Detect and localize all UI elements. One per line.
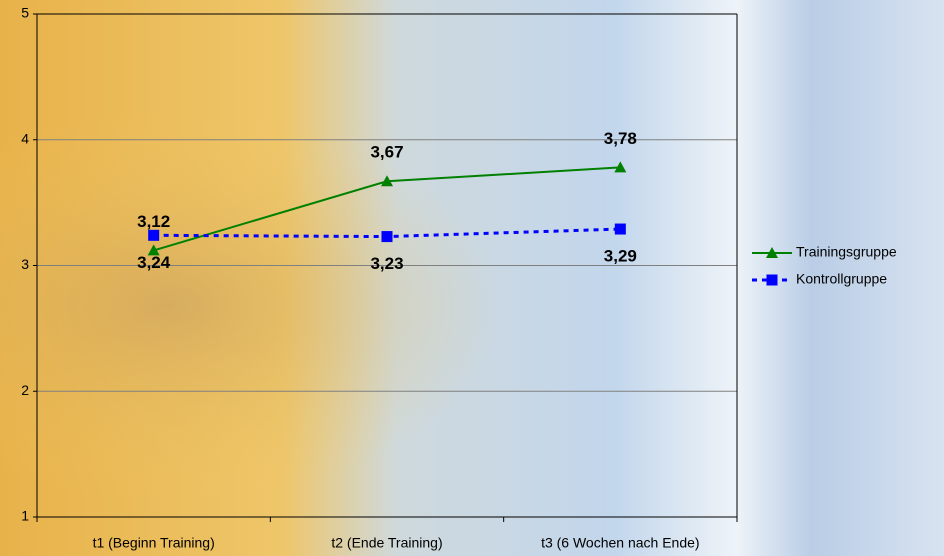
x-tick-label: t3 (6 Wochen nach Ende): [541, 535, 700, 551]
y-tick-label: 2: [21, 382, 29, 398]
legend-marker: [766, 274, 778, 286]
x-tick-label: t1 (Beginn Training): [93, 535, 215, 551]
value-label: 3,24: [137, 253, 171, 272]
y-tick-label: 5: [21, 5, 29, 21]
y-tick-label: 4: [21, 130, 29, 146]
legend-label: Kontrollgruppe: [796, 271, 887, 287]
legend-label: Trainingsgruppe: [796, 244, 897, 260]
y-tick-label: 1: [21, 508, 29, 524]
value-label: 3,67: [370, 143, 403, 162]
data-point: [614, 161, 627, 173]
legend-marker: [766, 247, 778, 258]
data-point: [148, 229, 160, 241]
value-label: 3,12: [137, 212, 170, 231]
data-point: [381, 231, 393, 243]
data-point: [381, 175, 393, 187]
value-label: 3,23: [370, 254, 403, 273]
value-label: 3,78: [604, 129, 637, 148]
data-point: [147, 244, 160, 256]
y-tick-label: 3: [21, 256, 29, 272]
data-point: [614, 223, 626, 235]
x-tick-label: t2 (Ende Training): [331, 535, 442, 551]
value-label: 3,29: [604, 247, 637, 266]
